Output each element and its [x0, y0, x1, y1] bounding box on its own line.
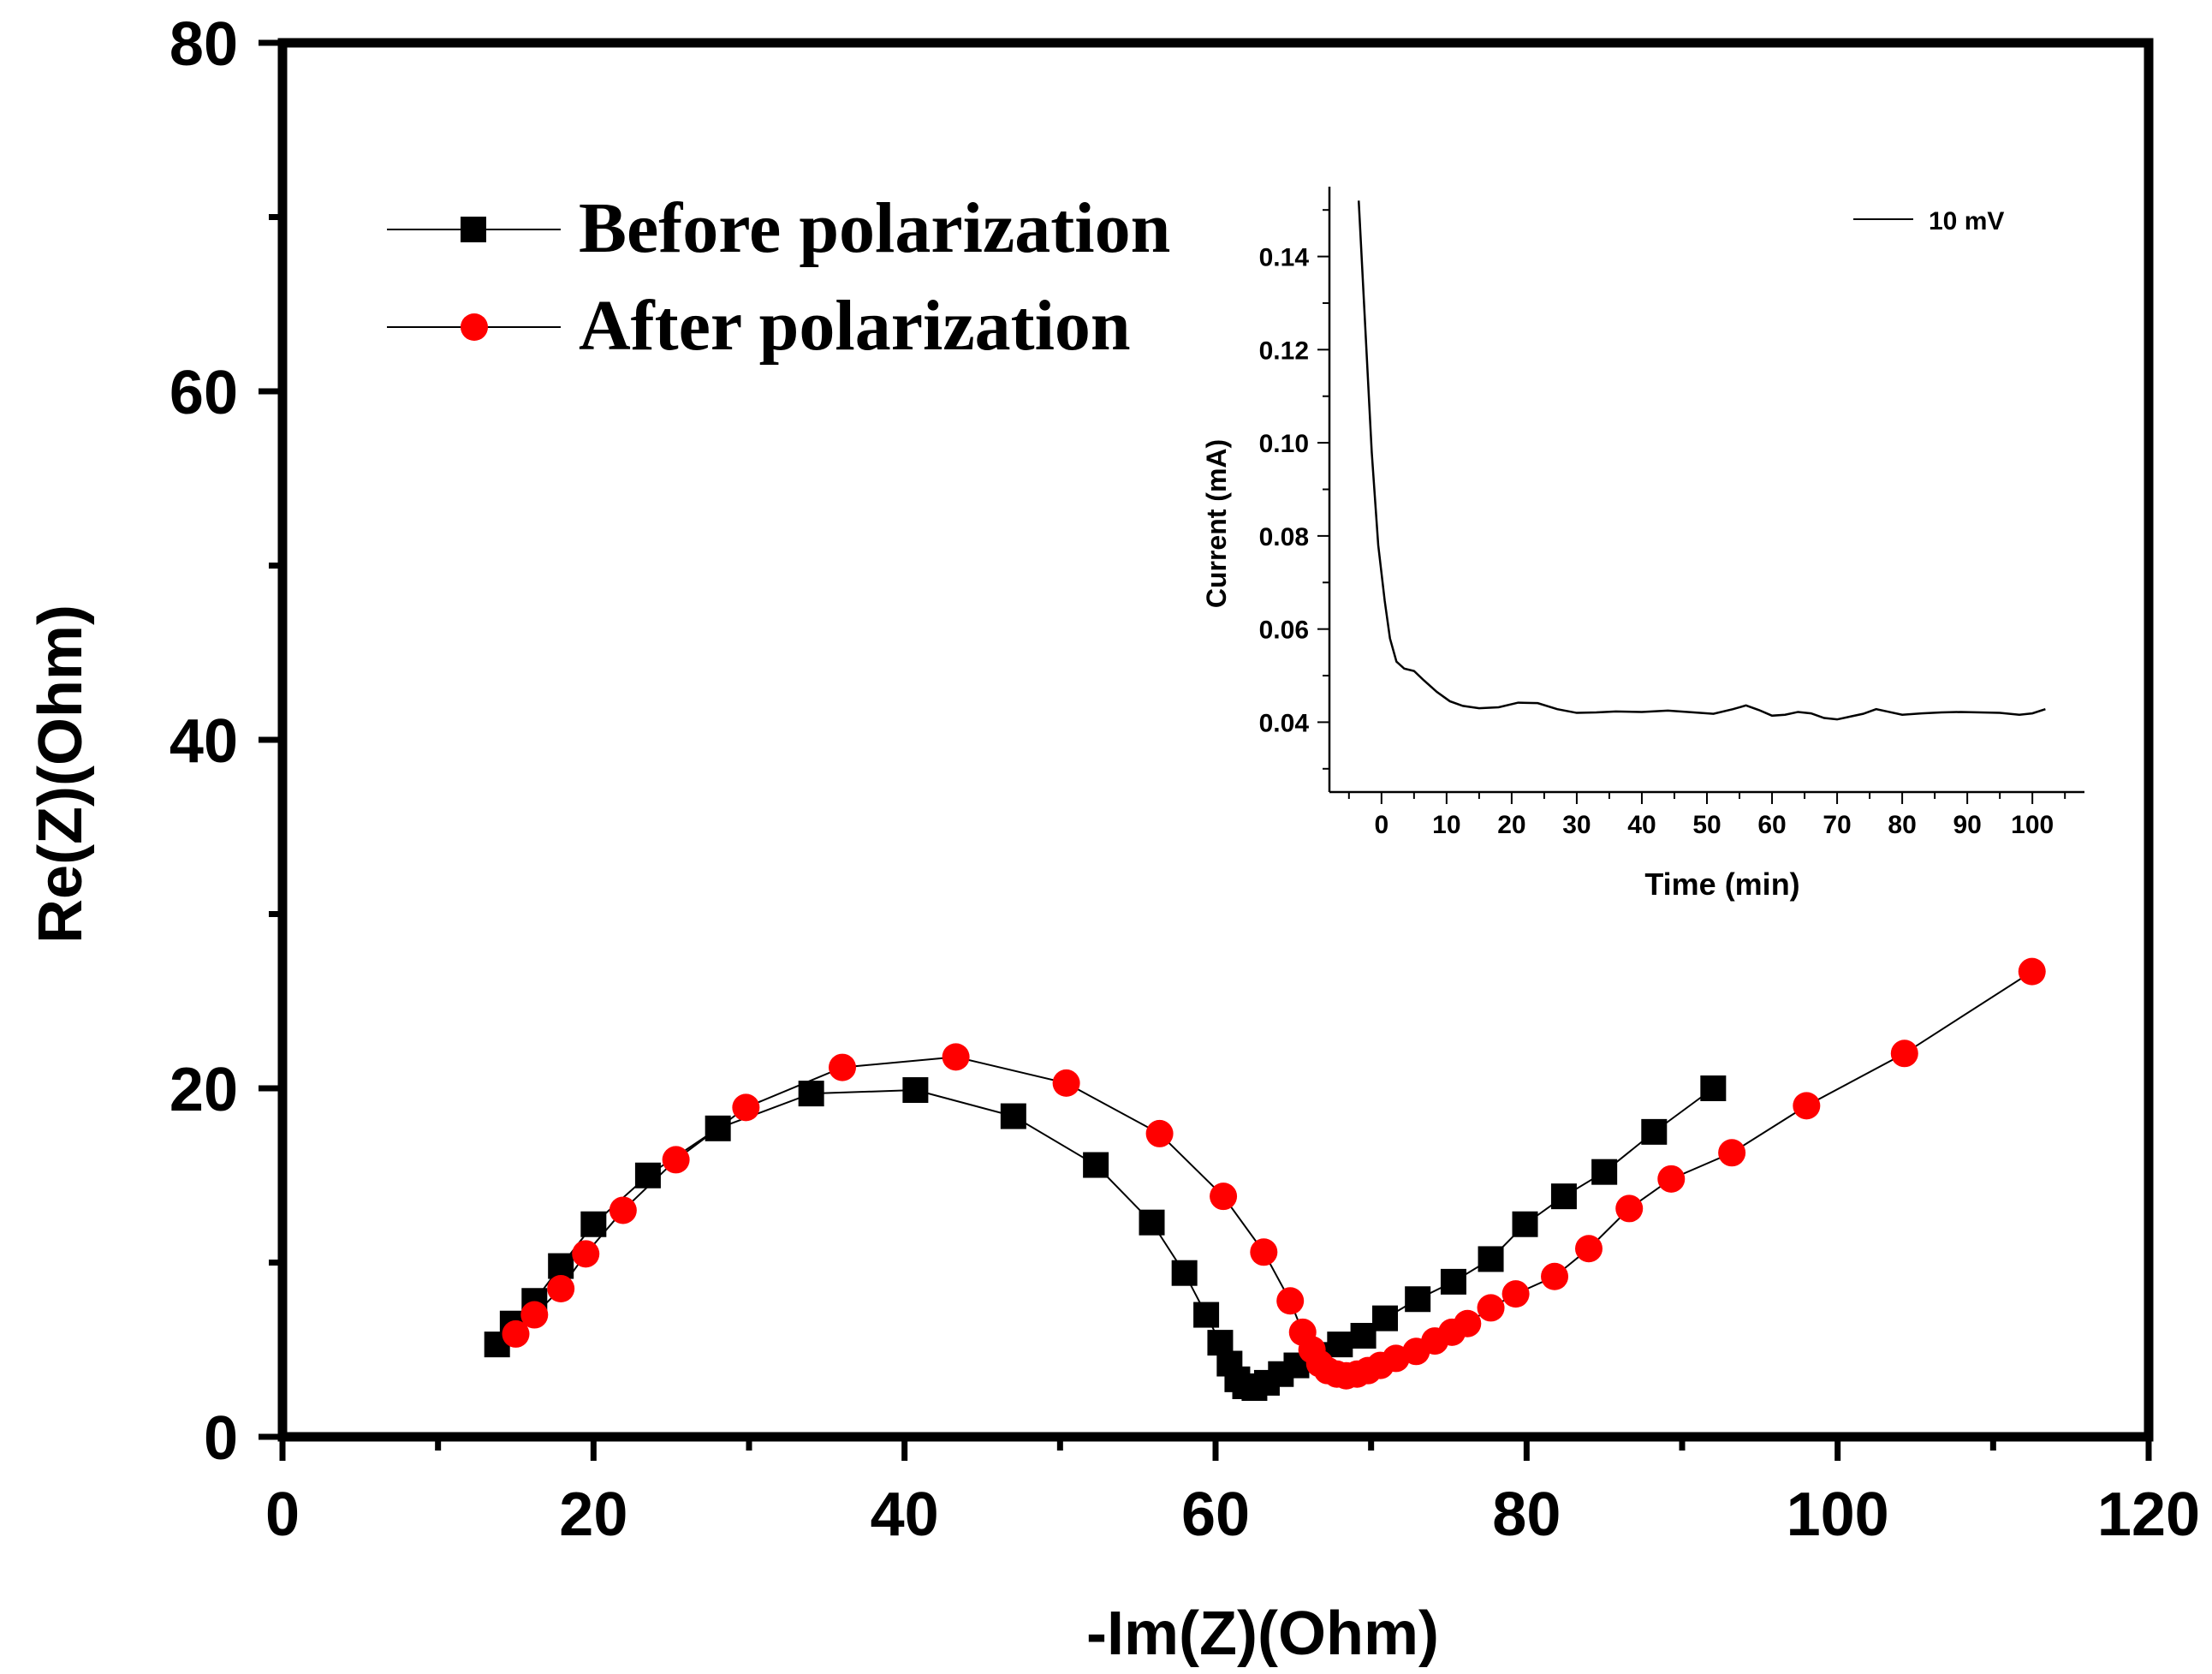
after-point — [1575, 1235, 1603, 1263]
after-point — [2018, 957, 2046, 986]
inset-x-axis-title: Time (min) — [1644, 867, 1799, 902]
after-point — [1145, 1119, 1174, 1147]
after-point — [572, 1240, 600, 1268]
before-point — [1478, 1246, 1504, 1272]
before-point — [1372, 1305, 1399, 1331]
inset-tick-labels: 0 10 20 30 40 50 60 70 80 90 100 0.04 0.06 0.08 0.10 0.… — [1259, 244, 2054, 839]
inset-ticks — [1317, 209, 2066, 804]
before-point — [1193, 1302, 1220, 1328]
before-point — [1405, 1286, 1431, 1313]
before-point — [1171, 1260, 1198, 1286]
before-point — [548, 1253, 574, 1279]
inset-y-tick-label: 0.10 — [1259, 430, 1309, 458]
after-point — [1501, 1280, 1530, 1308]
inset-x-tick-label: 90 — [1953, 811, 1981, 839]
inset-x-tick-label: 10 — [1432, 811, 1460, 839]
after-point — [502, 1320, 530, 1348]
after-point — [520, 1301, 549, 1329]
inset-x-tick-label: 100 — [2011, 811, 2054, 839]
inset-x-tick-label: 50 — [1692, 811, 1721, 839]
before-point — [1350, 1322, 1377, 1349]
inset-x-tick-label: 40 — [1627, 811, 1656, 839]
main-x-tick-label: 120 — [2097, 1480, 2200, 1549]
legend-label-before: Before polarization — [579, 188, 1170, 268]
inset-y-tick-label: 0.06 — [1259, 617, 1309, 645]
main-plot-frame — [277, 38, 2154, 1442]
inset-x-tick-label: 0 — [1374, 811, 1388, 839]
after-point — [1793, 1092, 1821, 1120]
after-point — [732, 1093, 760, 1122]
main-y-tick-label: 0 — [204, 1404, 238, 1473]
inset-y-tick-label: 0.04 — [1259, 709, 1310, 737]
inset-legend-label: 10 mV — [1929, 207, 2004, 235]
before-point — [1512, 1211, 1538, 1237]
before-point — [1700, 1075, 1727, 1101]
inset-x-tick-label: 60 — [1757, 811, 1786, 839]
main-y-axis-title: Re(Z)(Ohm) — [27, 605, 95, 944]
inset-x-tick-label: 30 — [1562, 811, 1591, 839]
inset-y-tick-label: 0.12 — [1259, 337, 1309, 365]
main-x-tick-label: 20 — [559, 1480, 627, 1549]
after-point — [1718, 1139, 1746, 1167]
before-point — [634, 1162, 661, 1188]
after-point — [609, 1196, 637, 1224]
before-point — [1000, 1103, 1026, 1129]
legend-label-after: After polarization — [579, 286, 1131, 366]
inset-y-tick-label: 0.08 — [1259, 523, 1309, 551]
after-point — [1454, 1309, 1482, 1337]
inset-series — [1357, 200, 2046, 721]
after-point — [1541, 1262, 1569, 1290]
before-point — [798, 1081, 824, 1107]
before-point — [1440, 1268, 1466, 1295]
before-point — [1550, 1183, 1577, 1210]
inset-chart: 0 10 20 30 40 50 60 70 80 90 100 0.04 0.06 0.08 0.10 0.… — [1201, 187, 2084, 902]
after-point — [1276, 1287, 1305, 1315]
after-point — [547, 1275, 575, 1303]
main-series — [484, 957, 2046, 1402]
before-point — [1327, 1331, 1353, 1358]
main-x-axis-title: -Im(Z)(Ohm) — [1086, 1600, 1439, 1668]
inset-y-tick-label: 0.14 — [1259, 244, 1310, 272]
legend-marker-circle — [461, 313, 488, 341]
main-y-tick-label: 60 — [169, 359, 238, 427]
main-x-tick-label: 80 — [1492, 1480, 1561, 1549]
main-legend: Before polarization After polarization — [387, 188, 1170, 366]
after-point — [1477, 1294, 1505, 1322]
main-x-tick-label: 100 — [1787, 1480, 1889, 1549]
inset-y-axis-title: Current (mA) — [1201, 439, 1232, 608]
main-x-tick-label: 0 — [265, 1480, 300, 1549]
main-x-tick-label: 40 — [871, 1480, 939, 1549]
after-point — [1615, 1194, 1644, 1223]
inset-x-tick-label: 20 — [1497, 811, 1525, 839]
inset-x-tick-label: 80 — [1888, 811, 1916, 839]
legend-marker-square — [461, 217, 486, 242]
before-point — [902, 1077, 929, 1104]
before-point — [1641, 1118, 1668, 1145]
main-y-tick-label: 20 — [169, 1056, 238, 1124]
after-point — [1890, 1040, 1918, 1068]
main-y-tick-label: 40 — [169, 707, 238, 776]
inset-x-tick-label: 70 — [1823, 811, 1851, 839]
main-x-tick-label: 60 — [1181, 1480, 1250, 1549]
after-point — [1250, 1238, 1278, 1266]
inset-axes — [1328, 187, 2084, 794]
after-point — [662, 1146, 690, 1174]
after-point — [942, 1043, 970, 1071]
after-point — [1657, 1165, 1686, 1193]
main-y-tick-label: 80 — [169, 10, 238, 79]
before-point — [1139, 1209, 1165, 1236]
inset-series-line-0 — [1357, 200, 2046, 721]
after-point — [1210, 1183, 1238, 1211]
before-point — [1083, 1152, 1109, 1178]
before-point — [580, 1211, 607, 1237]
after-point — [1052, 1069, 1080, 1097]
after-point — [829, 1053, 856, 1081]
before-point — [1591, 1159, 1618, 1185]
